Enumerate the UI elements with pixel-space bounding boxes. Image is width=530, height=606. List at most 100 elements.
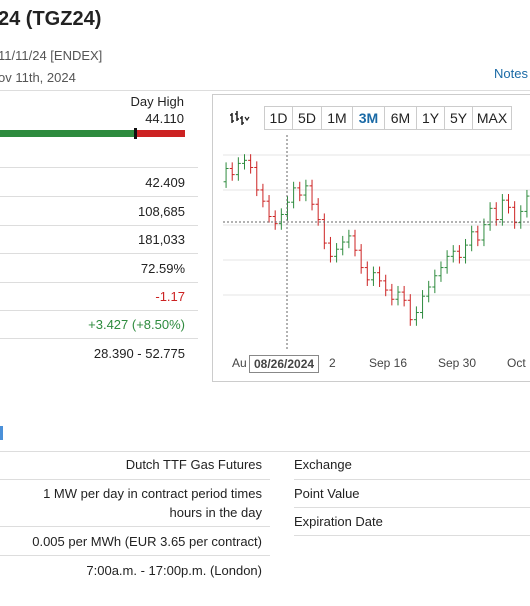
candle [487,202,493,231]
spec-value: Dutch TTF Gas Futures [125,457,262,472]
spec-divider [0,479,270,480]
candle [254,161,260,197]
x-axis-label: 2 [329,356,336,370]
crosshair-date-tooltip: 08/26/2024 [249,355,320,373]
stat-value: 72.59% [140,261,185,276]
candle [481,218,487,247]
day-range-bar-high [136,130,185,137]
header-divider [0,90,530,91]
row-divider [0,196,198,197]
candle [377,266,383,287]
candle [438,261,444,282]
candle [383,274,389,297]
day-range-marker [134,128,137,139]
day-high-value: 44.110 [145,111,184,126]
date-line: ov 11th, 2024 [0,70,76,85]
candle [389,283,395,306]
spec-value: hours in the day [169,505,262,520]
chart-panel [212,94,530,382]
candle [370,266,376,286]
spec-value: 1 MW per day in contract period times [43,486,262,501]
candle [518,205,524,229]
candle [248,154,254,174]
candle [463,238,469,264]
row-divider [0,310,198,311]
range-button-1m[interactable]: 1M [321,106,353,130]
row-divider [0,338,198,339]
row-divider [0,167,198,168]
stat-value: 181,033 [138,232,185,247]
candle [475,225,481,247]
candle [241,154,247,170]
day-range-bar-low [0,130,136,137]
candle [499,194,505,226]
row-divider [0,282,198,283]
row-divider [0,225,198,226]
range-button-5y[interactable]: 5Y [444,106,473,130]
tab-indicator [0,426,3,440]
range-button-1y[interactable]: 1Y [416,106,445,130]
spec-value: 7:00a.m. - 17:00p.m. (London) [86,563,262,578]
page-title: 24 (TGZ24) [0,8,102,30]
candle [364,261,370,286]
candle [432,269,438,294]
candle [291,181,297,209]
x-axis-label: Au [232,356,247,370]
spec-divider [0,451,530,452]
candle [334,243,340,263]
stat-value-range: 28.390 - 52.775 [93,346,185,361]
candle [444,250,450,274]
candle [309,179,315,211]
candle [235,157,241,181]
candle [469,225,475,252]
notes-link[interactable]: Notes [494,66,528,81]
stat-value-change: -1.17 [155,289,185,304]
candle [346,229,352,249]
candle [506,194,512,214]
candle [524,189,530,218]
day-high-label: Day High [130,94,184,109]
range-button-6m[interactable]: 6M [384,106,417,130]
candle [358,244,364,274]
range-button-max[interactable]: MAX [472,106,512,130]
candle [407,294,413,326]
range-button-3m[interactable]: 3M [352,106,385,130]
candle [420,290,426,319]
spec-divider [0,555,270,556]
candle [327,236,333,263]
spec-label: Exchange [294,457,352,472]
spec-label: Point Value [294,486,360,501]
candle [229,162,235,181]
candle [315,198,321,226]
candle [395,285,401,306]
candle [278,208,284,230]
spec-divider [0,526,270,527]
candle [266,195,272,223]
price-chart[interactable] [213,135,530,350]
candle [321,213,327,250]
x-axis-label: Sep 30 [438,356,477,370]
spec-divider [294,479,530,480]
candle [340,235,346,256]
exchange-line: 11/11/24 [ENDEX] [0,48,103,63]
stat-value: 108,685 [138,204,185,219]
x-axis-label: Oct [507,356,526,370]
candle [450,245,456,263]
candle [426,280,432,303]
candle [260,183,266,208]
range-button-1d[interactable]: 1D [264,106,293,130]
candle [401,285,407,307]
candle [297,181,303,202]
range-button-5d[interactable]: 5D [292,106,322,130]
stat-value-percent-change: +3.427 (+8.50%) [88,317,185,332]
x-axis-label: Sep 16 [369,356,408,370]
candle [352,229,358,257]
spec-divider [294,535,530,536]
spec-label: Expiration Date [294,514,383,529]
chart-type-icon[interactable] [224,106,256,130]
row-divider [0,253,198,254]
candle [303,179,309,202]
candle [223,162,229,188]
spec-value: 0.005 per MWh (EUR 3.65 per contract) [32,534,262,549]
spec-divider [294,507,530,508]
